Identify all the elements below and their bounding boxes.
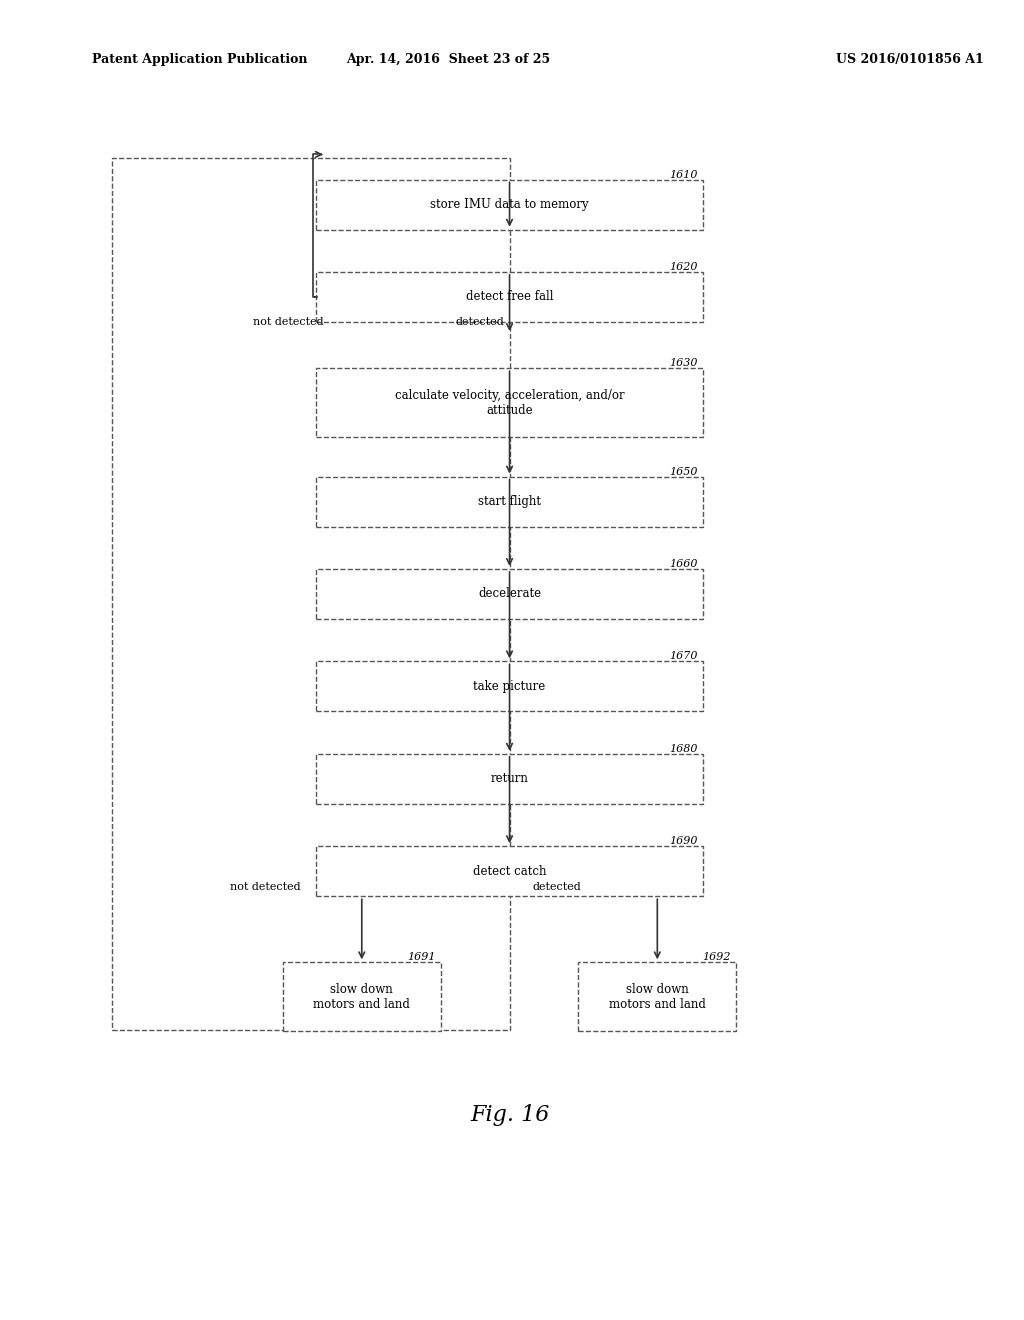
- Text: 1680: 1680: [670, 743, 698, 754]
- Text: 1620: 1620: [670, 261, 698, 272]
- Text: slow down
motors and land: slow down motors and land: [609, 982, 706, 1011]
- Text: 1650: 1650: [670, 466, 698, 477]
- Text: decelerate: decelerate: [478, 587, 541, 601]
- Text: detect free fall: detect free fall: [466, 290, 553, 304]
- Text: Apr. 14, 2016  Sheet 23 of 25: Apr. 14, 2016 Sheet 23 of 25: [346, 53, 551, 66]
- FancyBboxPatch shape: [316, 661, 703, 711]
- Text: 1690: 1690: [670, 836, 698, 846]
- Text: not detected: not detected: [254, 317, 324, 327]
- FancyBboxPatch shape: [316, 846, 703, 896]
- FancyBboxPatch shape: [316, 569, 703, 619]
- Text: slow down
motors and land: slow down motors and land: [313, 982, 411, 1011]
- Text: detected: detected: [532, 882, 581, 892]
- Text: return: return: [490, 772, 528, 785]
- Text: 1660: 1660: [670, 558, 698, 569]
- Text: 1670: 1670: [670, 651, 698, 661]
- FancyBboxPatch shape: [316, 272, 703, 322]
- FancyBboxPatch shape: [316, 477, 703, 527]
- FancyBboxPatch shape: [316, 180, 703, 230]
- Text: US 2016/0101856 A1: US 2016/0101856 A1: [836, 53, 983, 66]
- Text: start flight: start flight: [478, 495, 541, 508]
- Text: store IMU data to memory: store IMU data to memory: [430, 198, 589, 211]
- FancyBboxPatch shape: [283, 962, 440, 1031]
- FancyBboxPatch shape: [579, 962, 736, 1031]
- Text: detect catch: detect catch: [473, 865, 546, 878]
- Text: take picture: take picture: [473, 680, 546, 693]
- Text: 1610: 1610: [670, 169, 698, 180]
- Text: 1692: 1692: [702, 952, 731, 962]
- Text: Fig. 16: Fig. 16: [470, 1105, 549, 1126]
- FancyBboxPatch shape: [316, 754, 703, 804]
- Text: 1691: 1691: [408, 952, 435, 962]
- Text: detected: detected: [456, 317, 505, 327]
- FancyBboxPatch shape: [316, 368, 703, 437]
- Text: Patent Application Publication: Patent Application Publication: [92, 53, 307, 66]
- Text: 1630: 1630: [670, 358, 698, 368]
- Text: not detected: not detected: [230, 882, 301, 892]
- Text: calculate velocity, acceleration, and/or
attitude: calculate velocity, acceleration, and/or…: [394, 388, 625, 417]
